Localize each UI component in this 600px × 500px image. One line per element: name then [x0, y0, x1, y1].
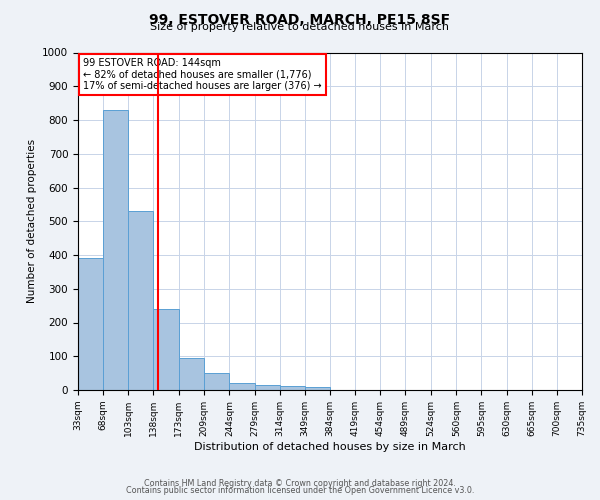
Bar	[78, 258, 103, 390]
Bar	[254, 385, 280, 390]
Text: Contains HM Land Registry data © Crown copyright and database right 2024.: Contains HM Land Registry data © Crown c…	[144, 478, 456, 488]
Text: Contains public sector information licensed under the Open Government Licence v3: Contains public sector information licen…	[126, 486, 474, 495]
X-axis label: Distribution of detached houses by size in March: Distribution of detached houses by size …	[194, 442, 466, 452]
Bar	[229, 383, 254, 390]
Text: 99, ESTOVER ROAD, MARCH, PE15 8SF: 99, ESTOVER ROAD, MARCH, PE15 8SF	[149, 12, 451, 26]
Bar	[205, 373, 229, 390]
Bar	[154, 309, 179, 390]
Y-axis label: Number of detached properties: Number of detached properties	[26, 139, 37, 304]
Bar	[280, 386, 305, 390]
Text: Size of property relative to detached houses in March: Size of property relative to detached ho…	[151, 22, 449, 32]
Bar	[103, 110, 128, 390]
Text: 99 ESTOVER ROAD: 144sqm
← 82% of detached houses are smaller (1,776)
17% of semi: 99 ESTOVER ROAD: 144sqm ← 82% of detache…	[83, 58, 322, 91]
Bar	[179, 358, 205, 390]
Bar	[128, 211, 154, 390]
Bar	[305, 388, 330, 390]
